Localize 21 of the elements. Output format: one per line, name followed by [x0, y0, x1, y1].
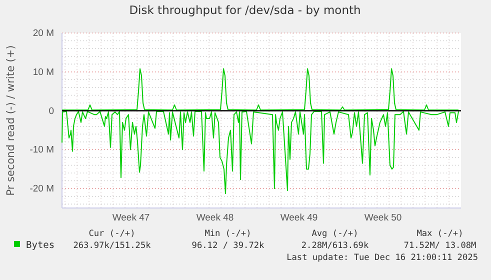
text: 2.28M/613.69k	[301, 241, 370, 251]
text: Cur (-/+)	[88, 229, 136, 239]
text: Max (-/+)	[416, 229, 464, 239]
y-tick-label: 0	[48, 106, 54, 117]
text: Last update: Tue Dec 16 21:00:11 2025	[286, 253, 478, 263]
legend-label: Bytes	[26, 240, 55, 251]
x-tick-label: Week 47	[112, 212, 150, 224]
text: 71.52M/ 13.08M	[404, 241, 476, 251]
text: Min (-/+)	[204, 229, 252, 239]
text: Avg (-/+)	[312, 229, 358, 239]
y-tick-label: -10 M	[30, 144, 54, 156]
y-axis-title: Pr second read (-) / write (+)	[5, 45, 17, 196]
y-tick-label: 10 M	[32, 66, 54, 78]
x-tick-label: Week 50	[364, 212, 402, 224]
y-tick-label: -20 M	[30, 184, 54, 195]
text: 263.97k/151.25k	[73, 241, 152, 251]
x-tick-label: Week 48	[196, 212, 234, 224]
y-tick-label: 20 M	[32, 28, 54, 40]
chart-title: Disk throughput for /dev/sda - by month	[129, 3, 361, 17]
x-tick-label: Week 49	[280, 212, 318, 224]
text: 96.12 / 39.72k	[192, 241, 266, 251]
